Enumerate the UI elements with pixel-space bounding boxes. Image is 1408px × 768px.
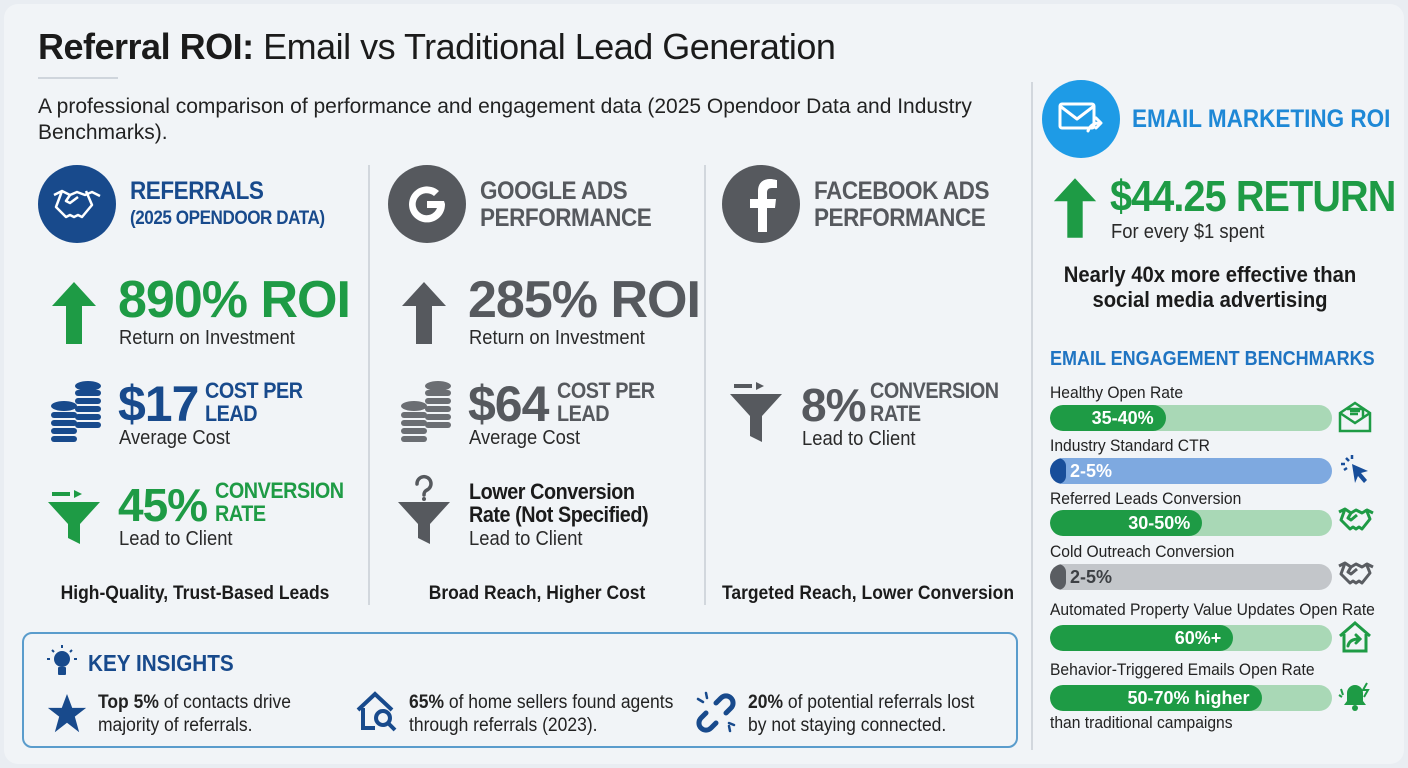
benchmark-bar-fill: 35-40% [1050,405,1166,431]
benchmark-bar-fill [1050,458,1066,484]
star-icon [47,694,87,733]
benchmark-label: Healthy Open Rate [1050,383,1184,402]
column-divider [704,165,706,605]
roi-label: Return on Investment [469,327,645,349]
email-forward-icon [1042,80,1120,158]
facebook-icon [722,165,800,243]
benchmark-bar: 2-5% [1050,564,1332,590]
open-envelope-icon [1338,401,1372,438]
column-caption: Broad Reach, Higher Cost [428,583,646,604]
arrow-up-icon [402,282,446,344]
title-rule [38,77,118,79]
benchmark-label: Automated Property Value Updates Open Ra… [1050,600,1375,619]
bell-alert-icon [1338,681,1372,718]
cost-label: Average Cost [469,427,581,449]
cost-label: Average Cost [119,427,231,449]
key-insights-box [22,632,1018,748]
benchmarks-title: EMAIL ENGAGEMENT BENCHMARKS [1050,348,1375,370]
cost-value: $17 [118,376,199,432]
handshake-icon [1338,560,1374,591]
broken-link-icon [696,691,736,733]
coins-icon [51,381,101,442]
conversion-value: 45% [118,479,208,531]
benchmark-bar-fill [1050,564,1066,590]
arrow-up-icon [1053,178,1097,238]
conversion-label: Lead to Client [469,528,583,550]
cost-unit: COST PER LEAD [557,378,655,426]
benchmark-label: Referred Leads Conversion [1050,489,1242,508]
funnel-icon [730,382,782,442]
column-caption: High-Quality, Trust-Based Leads [60,583,330,604]
cost-unit: COST PER LEAD [205,378,303,426]
conversion-value: 8% [801,379,866,431]
conversion-label: Lead to Client [119,528,233,550]
google-icon [388,165,466,243]
benchmark-value: 2-5% [1070,461,1113,481]
roi-value: 890% ROI [118,271,351,329]
arrow-up-icon [52,282,96,344]
benchmark-bar: 50-70% higher [1050,685,1332,711]
benchmark-label: Industry Standard CTR [1050,436,1210,455]
benchmark-bar-fill: 30-50% [1050,510,1203,536]
benchmark-bar: 60%+ [1050,625,1332,651]
insight-item: 65% of home sellers found agents through… [409,692,674,736]
benchmark-label: Behavior-Triggered Emails Open Rate [1050,660,1315,679]
cost-value: $64 [468,376,549,432]
column-caption: Targeted Reach, Lower Conversion [721,583,1015,604]
insight-item: Top 5% of contacts drive majority of ref… [98,692,291,736]
lightbulb-icon [47,645,77,675]
section-divider [1031,82,1033,750]
column-title: GOOGLE ADS PERFORMANCE [480,177,652,232]
benchmark-bar: 2-5% [1050,458,1332,484]
benchmark-bar-fill: 60%+ [1050,625,1234,651]
column-title: FACEBOOK ADS PERFORMANCE [814,177,990,232]
benchmark-footnote: than traditional campaigns [1050,713,1233,732]
benchmark-value: 35-40% [1091,407,1154,428]
insight-item: 20% of potential referrals lost by not s… [748,692,975,736]
benchmark-bar: 30-50% [1050,510,1332,536]
handshake-icon [38,165,116,243]
handshake-icon [1338,506,1374,537]
benchmark-bar-fill: 50-70% higher [1050,685,1262,711]
house-arrow-icon [1338,621,1372,658]
email-return-value: $44.25 RETURN [1110,172,1396,221]
benchmark-value: 30-50% [1128,512,1191,533]
email-roi-title: EMAIL MARKETING ROI [1132,105,1391,133]
column-divider [368,165,370,605]
email-return-label: For every $1 spent [1111,221,1265,243]
house-search-icon [356,691,397,732]
conversion-label: Lead to Client [802,428,916,450]
insights-title: KEY INSIGHTS [88,650,234,676]
conversion-text: Lower Conversion Rate (Not Specified) [469,479,649,527]
roi-label: Return on Investment [119,327,295,349]
coins-icon [401,381,451,442]
email-claim: Nearly 40x more effective than social me… [1063,262,1357,312]
conversion-unit: CONVERSION RATE [215,478,344,526]
benchmark-bar: 35-40% [1050,405,1332,431]
column-title: REFERRALS (2025 OPENDOOR DATA) [130,177,325,230]
benchmark-label: Cold Outreach Conversion [1050,542,1235,561]
funnel-icon [48,490,100,544]
page-subtitle: A professional comparison of performance… [38,95,972,144]
roi-value: 285% ROI [468,271,701,329]
page-title: Referral ROI: Email vs Traditional Lead … [38,26,836,67]
benchmark-value: 2-5% [1070,567,1113,587]
conversion-unit: CONVERSION RATE [870,378,999,426]
funnel-question-icon [398,474,450,544]
benchmark-value: 60%+ [1174,627,1222,648]
benchmark-value: 50-70% higher [1127,687,1250,708]
cursor-click-icon [1338,454,1372,491]
